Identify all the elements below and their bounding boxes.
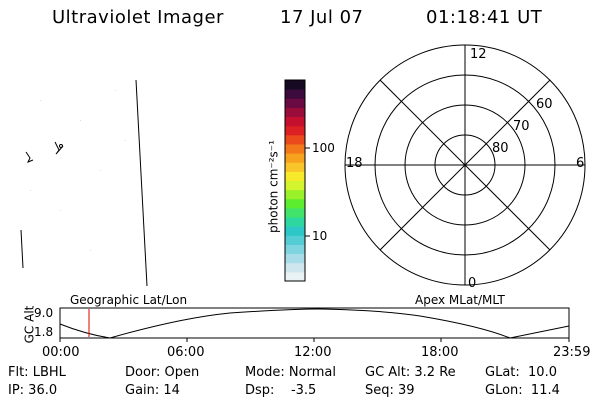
colorbar-swatch bbox=[285, 171, 305, 181]
colorbar-swatch bbox=[285, 98, 305, 108]
info-filter: Flt: LBHL bbox=[8, 365, 66, 380]
polar-lat-label-70: 70 bbox=[513, 119, 530, 134]
colorbar-swatch bbox=[285, 89, 305, 99]
polar-label-18: 18 bbox=[346, 156, 363, 171]
info-dsp: Dsp: -3.5 bbox=[245, 383, 317, 398]
image-speck bbox=[59, 144, 63, 148]
info-glat: GLat: 10.0 bbox=[485, 365, 557, 380]
colorbar-swatch bbox=[285, 271, 305, 282]
info-seq: Seq: 39 bbox=[365, 383, 415, 398]
info-ip: IP: 36.0 bbox=[8, 383, 58, 398]
info-gain: Gain: 14 bbox=[125, 383, 180, 398]
polar-lat-label-60: 60 bbox=[536, 97, 553, 112]
timeline-y-tick-bottom: 1.8 bbox=[34, 325, 54, 339]
timeline-x-tick-2359: 23:59 bbox=[553, 345, 591, 360]
colorbar-swatch bbox=[285, 226, 305, 236]
timeline-x-tick-0600: 06:00 bbox=[167, 345, 205, 360]
polar-label-6: 6 bbox=[576, 156, 585, 171]
polar-label-12: 12 bbox=[470, 47, 487, 62]
timeline-y-tick-top: 9.0 bbox=[34, 306, 54, 320]
colorbar-swatch bbox=[285, 198, 305, 209]
colorbar-swatch bbox=[285, 262, 305, 273]
app-title: Ultraviolet Imager bbox=[52, 7, 224, 28]
timeline-right-label: Apex MLat/MLT bbox=[415, 293, 505, 307]
polar-lat-label-80: 80 bbox=[492, 141, 509, 156]
colorbar-swatch bbox=[285, 253, 305, 264]
colorbar-swatch bbox=[285, 217, 305, 227]
image-speck bbox=[54, 141, 64, 155]
altitude-curve bbox=[59, 308, 570, 339]
colorbar-swatch bbox=[285, 207, 305, 218]
info-door: Door: Open bbox=[125, 365, 200, 380]
timeline-x-tick-0000: 00:00 bbox=[42, 345, 80, 360]
timeline-left-label: Geographic Lat/Lon bbox=[70, 293, 188, 307]
colorbar-swatch bbox=[285, 125, 305, 136]
info-glon: GLon: 11.4 bbox=[485, 383, 560, 398]
colorbar-swatch bbox=[285, 180, 305, 191]
colorbar-swatch bbox=[285, 107, 305, 118]
colorbar-swatch bbox=[285, 143, 305, 154]
colorbar-swatches bbox=[285, 80, 305, 282]
polar-label-0: 0 bbox=[468, 276, 477, 291]
image-speck bbox=[25, 151, 34, 163]
colorbar-swatch bbox=[285, 134, 305, 145]
timeline-frame bbox=[59, 307, 570, 339]
image-noise bbox=[30, 90, 126, 251]
colorbar-swatch bbox=[285, 189, 305, 200]
colorbar-swatch bbox=[285, 80, 305, 90]
date-label: 17 Jul 07 bbox=[280, 7, 364, 28]
polar-diagonal-2 bbox=[379, 79, 551, 251]
colorbar-frame bbox=[284, 79, 306, 282]
colorbar-swatch bbox=[285, 153, 305, 163]
image-track-line bbox=[135, 79, 148, 287]
colorbar-swatch bbox=[285, 235, 305, 245]
colorbar-tick-label-10: 10 bbox=[312, 229, 328, 243]
image-artifacts bbox=[20, 79, 148, 287]
timeline-x-tick-1800: 18:00 bbox=[421, 345, 459, 360]
colorbar-swatch bbox=[285, 116, 305, 127]
colorbar-swatch bbox=[285, 244, 305, 255]
info-mode: Mode: Normal bbox=[245, 365, 336, 380]
timeline-x-tick-1200: 12:00 bbox=[294, 345, 332, 360]
time-label: 01:18:41 UT bbox=[426, 7, 543, 28]
info-gc-alt: GC Alt: 3.2 Re bbox=[365, 365, 456, 380]
timeline-x-ticks bbox=[59, 338, 570, 342]
colorbar-tick-label-100: 100 bbox=[312, 141, 335, 155]
image-edge-line bbox=[20, 229, 24, 269]
colorbar-swatch bbox=[285, 162, 305, 172]
